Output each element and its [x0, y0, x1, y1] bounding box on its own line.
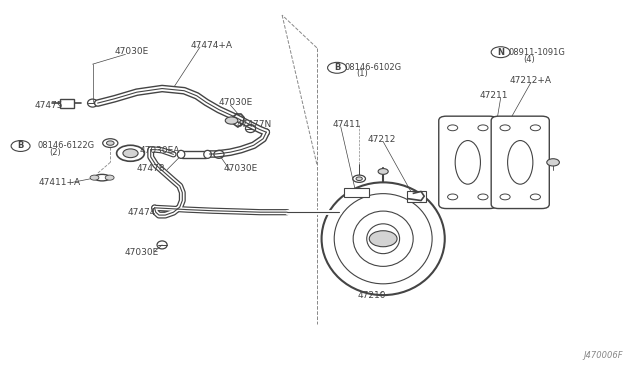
Text: N: N — [497, 48, 504, 57]
Circle shape — [547, 159, 559, 166]
Text: 47030EA: 47030EA — [140, 146, 180, 155]
Ellipse shape — [334, 194, 432, 284]
Circle shape — [106, 141, 114, 145]
Circle shape — [369, 231, 397, 247]
Text: 47210: 47210 — [358, 291, 387, 299]
Bar — [407, 191, 426, 202]
Circle shape — [447, 125, 458, 131]
Circle shape — [105, 175, 114, 180]
Ellipse shape — [455, 141, 481, 184]
Ellipse shape — [321, 182, 445, 295]
Circle shape — [531, 194, 540, 200]
Circle shape — [447, 194, 458, 200]
Circle shape — [531, 125, 540, 131]
Circle shape — [500, 125, 510, 131]
Text: B: B — [334, 63, 340, 72]
Text: 47030E: 47030E — [124, 248, 159, 257]
Text: 47477N: 47477N — [237, 120, 272, 129]
Text: 47411+A: 47411+A — [39, 178, 81, 187]
Circle shape — [123, 149, 138, 158]
Circle shape — [356, 177, 362, 180]
Circle shape — [90, 175, 99, 180]
Text: 47478: 47478 — [137, 164, 165, 173]
Bar — [344, 188, 369, 197]
Text: (1): (1) — [356, 70, 369, 78]
Ellipse shape — [367, 224, 399, 254]
Circle shape — [478, 194, 488, 200]
FancyBboxPatch shape — [439, 116, 497, 209]
Ellipse shape — [204, 150, 211, 158]
Text: J470006F: J470006F — [584, 350, 623, 360]
Circle shape — [478, 125, 488, 131]
Text: 47030E: 47030E — [219, 98, 253, 107]
Ellipse shape — [177, 150, 185, 158]
Text: 47474+A: 47474+A — [191, 42, 232, 51]
Text: (2): (2) — [50, 148, 61, 157]
FancyBboxPatch shape — [491, 116, 549, 209]
Ellipse shape — [508, 141, 533, 184]
Text: 47411: 47411 — [333, 121, 361, 129]
Text: 08146-6122G: 08146-6122G — [37, 141, 94, 151]
Bar — [182, 151, 206, 158]
Text: 47030E: 47030E — [115, 47, 149, 56]
Text: 08911-1091G: 08911-1091G — [508, 48, 565, 57]
Circle shape — [116, 145, 145, 161]
Text: 47030E: 47030E — [224, 164, 258, 173]
Ellipse shape — [353, 211, 413, 266]
Ellipse shape — [94, 174, 110, 181]
Circle shape — [102, 139, 118, 147]
Text: 47474: 47474 — [127, 208, 156, 217]
Text: (4): (4) — [524, 55, 535, 64]
Text: 47212+A: 47212+A — [509, 76, 552, 85]
Circle shape — [353, 175, 365, 182]
Text: 08146-6102G: 08146-6102G — [344, 63, 401, 72]
Circle shape — [378, 169, 388, 174]
Text: 47475: 47475 — [35, 102, 63, 110]
Bar — [60, 99, 74, 108]
Text: 47212: 47212 — [367, 135, 396, 144]
Circle shape — [225, 117, 238, 124]
Text: B: B — [17, 141, 24, 151]
Text: 47211: 47211 — [479, 91, 508, 100]
Circle shape — [500, 194, 510, 200]
